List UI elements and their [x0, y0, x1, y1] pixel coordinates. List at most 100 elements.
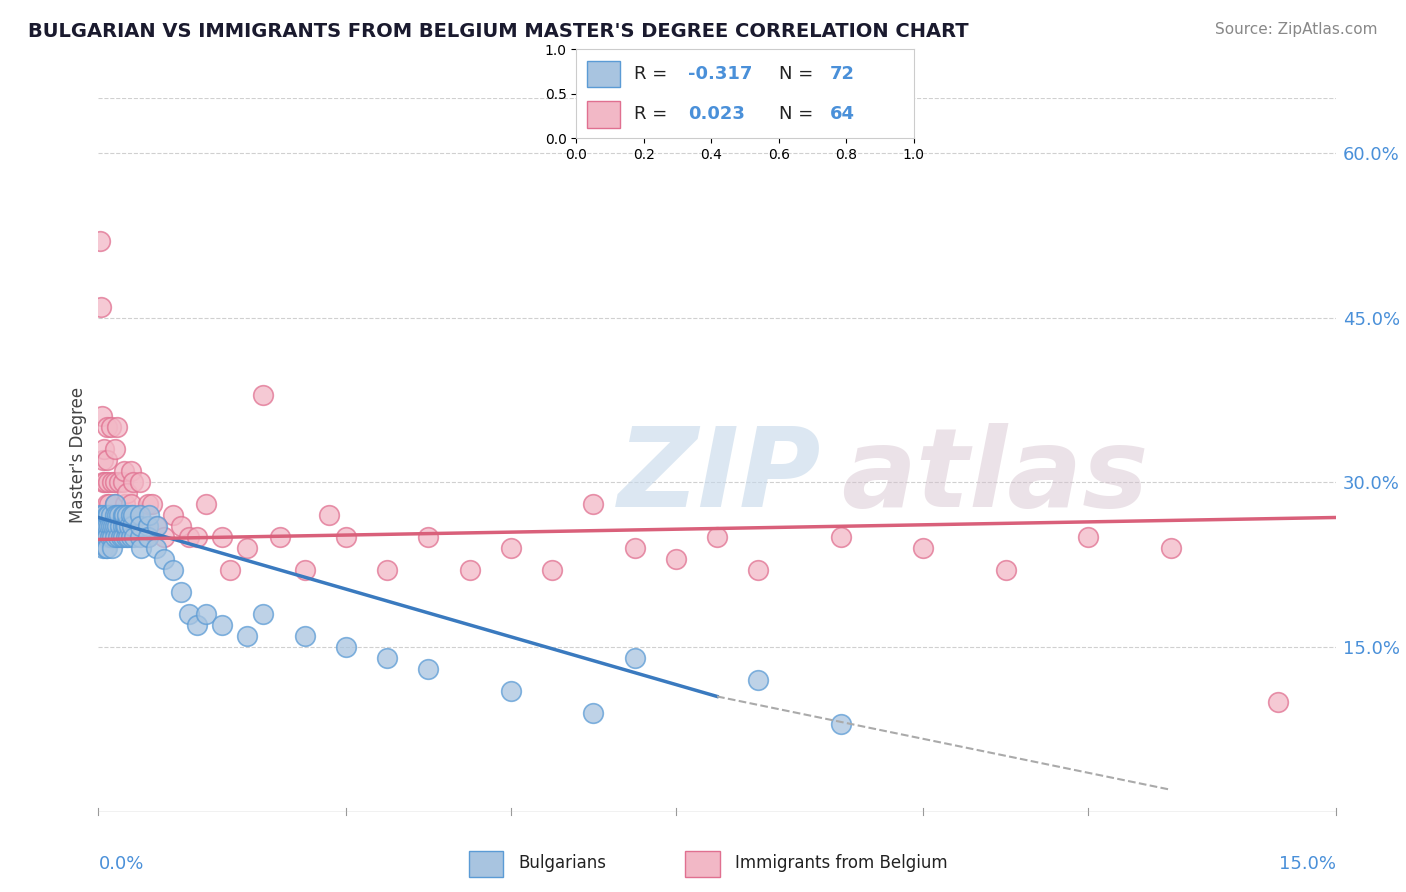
Point [499, 541, 522, 556]
Point [98, 519, 121, 533]
Point [153, 530, 176, 544]
Point [105, 519, 128, 533]
Point [93, 442, 115, 457]
Point [104, 442, 127, 457]
Point [112, 475, 135, 490]
Point [112, 519, 135, 533]
Point [335, 530, 357, 544]
Point [107, 530, 129, 544]
Point [499, 684, 522, 698]
Point [112, 508, 135, 523]
Point [179, 607, 201, 621]
Point [153, 552, 176, 566]
Point [294, 629, 316, 643]
Point [120, 530, 142, 544]
Point [101, 541, 124, 556]
Point [623, 541, 645, 556]
Point [100, 420, 122, 434]
Point [541, 563, 564, 577]
Point [162, 563, 184, 577]
Point [93, 508, 115, 523]
Point [146, 519, 169, 533]
Point [186, 530, 208, 544]
Point [582, 497, 605, 511]
Point [582, 706, 605, 720]
Point [912, 541, 935, 556]
Point [118, 519, 141, 533]
Point [104, 497, 127, 511]
Point [375, 651, 398, 665]
Point [104, 530, 127, 544]
Point [418, 530, 440, 544]
Y-axis label: Master's Degree: Master's Degree [69, 387, 87, 523]
Text: BULGARIAN VS IMMIGRANTS FROM BELGIUM MASTER'S DEGREE CORRELATION CHART: BULGARIAN VS IMMIGRANTS FROM BELGIUM MAS… [28, 22, 969, 41]
Point [128, 508, 150, 523]
Point [236, 629, 259, 643]
Point [121, 519, 143, 533]
Text: atlas: atlas [841, 423, 1149, 530]
Text: R =: R = [634, 105, 673, 123]
Point [90, 519, 112, 533]
Point [252, 387, 274, 401]
Text: 15.0%: 15.0% [1278, 855, 1336, 872]
Point [96, 453, 118, 467]
Point [105, 508, 128, 523]
Point [128, 508, 150, 523]
Text: -0.317: -0.317 [688, 65, 752, 83]
FancyBboxPatch shape [686, 851, 720, 877]
Point [100, 519, 122, 533]
Point [114, 519, 136, 533]
Point [114, 497, 136, 511]
Point [375, 563, 398, 577]
Point [91, 541, 114, 556]
Point [94, 519, 117, 533]
Point [136, 497, 159, 511]
Point [94, 541, 117, 556]
Point [211, 530, 233, 544]
Point [706, 530, 728, 544]
Point [252, 607, 274, 621]
Point [129, 519, 152, 533]
Point [104, 508, 127, 523]
Point [1160, 541, 1182, 556]
Point [96, 530, 118, 544]
Point [128, 475, 150, 490]
Point [96, 508, 118, 523]
Point [211, 618, 233, 632]
Point [136, 530, 159, 544]
Text: R =: R = [634, 65, 673, 83]
Point [294, 563, 316, 577]
Point [120, 497, 142, 511]
Point [136, 519, 159, 533]
Point [236, 541, 259, 556]
Text: 0.0%: 0.0% [98, 855, 143, 872]
Point [458, 563, 481, 577]
Point [136, 530, 159, 544]
Point [747, 563, 769, 577]
Point [98, 530, 121, 544]
FancyBboxPatch shape [470, 851, 503, 877]
Point [623, 651, 645, 665]
Point [104, 519, 127, 533]
Point [335, 640, 357, 654]
Point [93, 475, 115, 490]
Point [145, 519, 167, 533]
Point [122, 508, 145, 523]
Point [830, 717, 852, 731]
Point [90, 530, 112, 544]
Point [418, 662, 440, 676]
Point [122, 475, 145, 490]
Text: ZIP: ZIP [619, 423, 821, 530]
Point [128, 530, 150, 544]
FancyBboxPatch shape [586, 61, 620, 87]
Point [145, 541, 167, 556]
Point [117, 486, 139, 500]
Point [219, 563, 242, 577]
FancyBboxPatch shape [586, 101, 620, 128]
Point [1267, 695, 1289, 709]
Point [994, 563, 1017, 577]
Point [747, 673, 769, 687]
Point [96, 497, 118, 511]
Point [96, 420, 118, 434]
Point [104, 497, 127, 511]
